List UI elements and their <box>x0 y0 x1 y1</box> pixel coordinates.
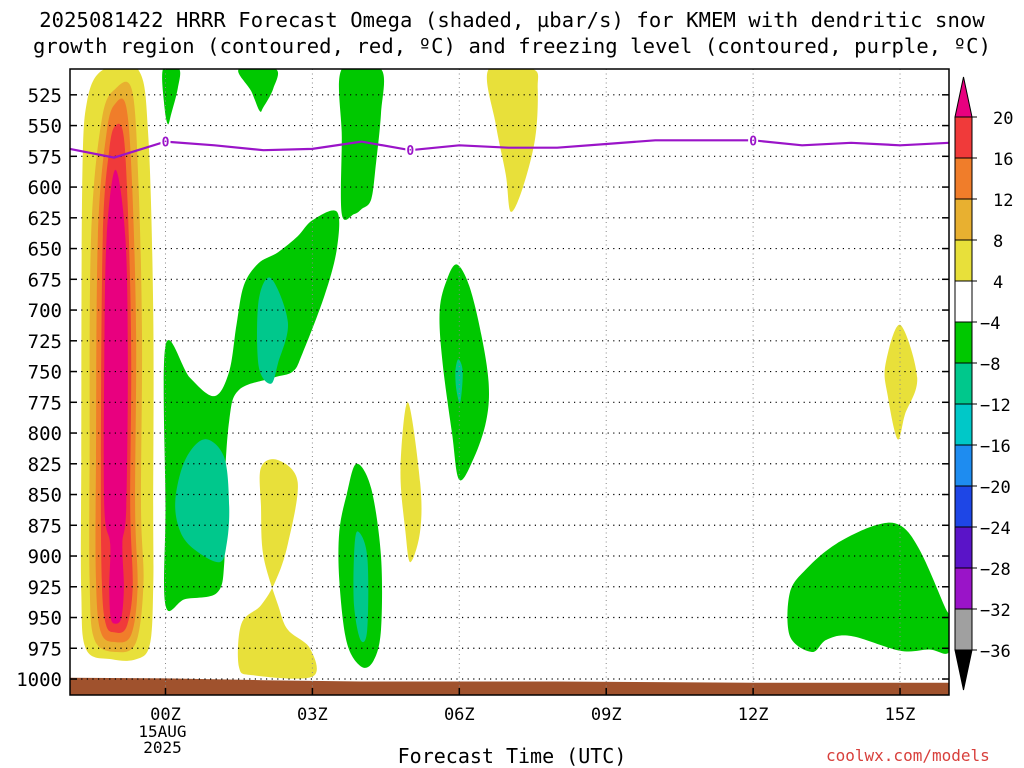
colorbar-band <box>954 280 973 323</box>
colorbar-band <box>954 526 973 569</box>
y-tick-label: 700 <box>28 300 62 322</box>
freezing-level-line <box>69 139 950 159</box>
colorbar-label: 16 <box>993 150 1013 170</box>
colorbar-label: −4 <box>980 314 1000 334</box>
grid-lines <box>70 69 949 695</box>
omega-region-green-mid-big <box>163 210 340 612</box>
colorbar-band <box>954 198 973 241</box>
omega-region-yellow-15z <box>884 324 918 440</box>
y-tick-label: 600 <box>28 177 62 199</box>
y-tick-label: 650 <box>28 239 62 261</box>
freezing-level-label: 0 <box>162 136 170 151</box>
colorbar-label: −32 <box>980 601 1011 621</box>
colorbar-band <box>954 444 973 487</box>
omega-region-yellow-top-7z <box>486 69 539 212</box>
y-tick-label: 950 <box>28 608 62 630</box>
freezing-level-label: 0 <box>749 134 757 149</box>
omega-region-green-top-1z <box>238 69 279 112</box>
omega-region-teal-4z-low <box>353 531 369 643</box>
omega-region-green-13z-15z <box>787 522 949 654</box>
colorbar-band <box>954 567 973 610</box>
omega-region-green-top-4z <box>338 69 385 220</box>
colorbar-label: −8 <box>980 355 1000 375</box>
y-tick-label: 1000 <box>16 669 62 691</box>
y-axis: 525 550 575 600 625 650 675 700 725 750 775 800 825 8… <box>16 85 949 691</box>
chart-title-line2: growth region (contoured, red, ºC) and f… <box>32 34 992 58</box>
omega-region-teal-mid-2z <box>257 277 289 384</box>
y-tick-label: 525 <box>28 85 62 107</box>
terrain-layer <box>70 677 949 695</box>
colorbar-band <box>954 239 973 282</box>
omega-region-teal-lower-0z <box>175 439 230 563</box>
omega-region-green-top-0z <box>162 69 181 125</box>
colorbar-label: −20 <box>980 478 1011 498</box>
y-tick-label: 775 <box>28 392 62 414</box>
chart-title-line1: 2025081422 HRRR Forecast Omega (shaded, … <box>39 8 985 32</box>
x-axis-label: Forecast Time (UTC) <box>397 744 627 768</box>
x-tick-label: 15Z <box>885 705 916 725</box>
x-tick-label: 00Z <box>150 705 181 725</box>
freezing-level-layer: 0 0 0 <box>69 133 950 159</box>
credit-link[interactable]: coolwx.com/models <box>826 746 990 765</box>
omega-region-yellow-2z-low <box>237 459 317 679</box>
plot-frame <box>69 68 950 696</box>
omega-region-yellow-5z <box>400 402 422 563</box>
x-tick-label: 06Z <box>444 705 475 725</box>
colorbar-band <box>954 485 973 528</box>
colorbar-label: −12 <box>980 396 1011 416</box>
terrain-fill <box>70 677 949 695</box>
colorbar-band <box>954 362 973 405</box>
colorbar-label: −28 <box>980 560 1011 580</box>
omega-region-col1-magenta <box>103 169 128 624</box>
colorbar-label: −24 <box>980 519 1011 539</box>
colorbar-label: 12 <box>993 191 1013 211</box>
y-tick-label: 825 <box>28 454 62 476</box>
freezing-label-bg <box>405 143 416 158</box>
freezing-label-bg <box>748 133 759 148</box>
colorbar-label: −36 <box>980 642 1011 662</box>
x-tick-sublabel: 2025 <box>143 738 182 757</box>
colorbar-label: 8 <box>993 232 1003 252</box>
colorbar-top-arrow <box>954 76 973 118</box>
freezing-level-label: 0 <box>406 144 414 159</box>
y-tick-label: 800 <box>28 423 62 445</box>
colorbar-band <box>954 321 973 364</box>
x-tick-sublabel: 15AUG <box>138 722 186 741</box>
colorbar-band <box>954 608 973 651</box>
colorbar-band <box>954 157 973 200</box>
colorbar-band <box>954 403 973 446</box>
omega-region-green-6z <box>439 264 489 481</box>
y-tick-label: 675 <box>28 269 62 291</box>
y-tick-label: 925 <box>28 577 62 599</box>
x-tick-label: 03Z <box>297 705 328 725</box>
colorbar-label: 4 <box>993 273 1003 293</box>
y-tick-label: 900 <box>28 546 62 568</box>
y-tick-label: 725 <box>28 331 62 353</box>
colorbar-bottom-arrow <box>954 649 973 691</box>
colorbar-band <box>954 116 973 159</box>
x-tick-label: 12Z <box>738 705 769 725</box>
omega-region-teal-6z <box>455 359 463 403</box>
x-tick-label: 09Z <box>591 705 622 725</box>
colorbar-label: 20 <box>993 109 1013 129</box>
y-tick-label: 875 <box>28 515 62 537</box>
y-tick-label: 575 <box>28 146 62 168</box>
y-tick-label: 850 <box>28 485 62 507</box>
omega-shaded-regions <box>80 69 949 679</box>
y-tick-label: 625 <box>28 208 62 230</box>
y-tick-label: 975 <box>28 638 62 660</box>
y-tick-label: 550 <box>28 116 62 138</box>
colorbar: 20 16 12 8 4 −4 −8 −12 −16 −20 −24 −28 −32 −36 <box>954 76 1013 691</box>
freezing-label-bg <box>160 134 171 149</box>
colorbar-label: −16 <box>980 437 1011 457</box>
y-tick-label: 750 <box>28 362 62 384</box>
